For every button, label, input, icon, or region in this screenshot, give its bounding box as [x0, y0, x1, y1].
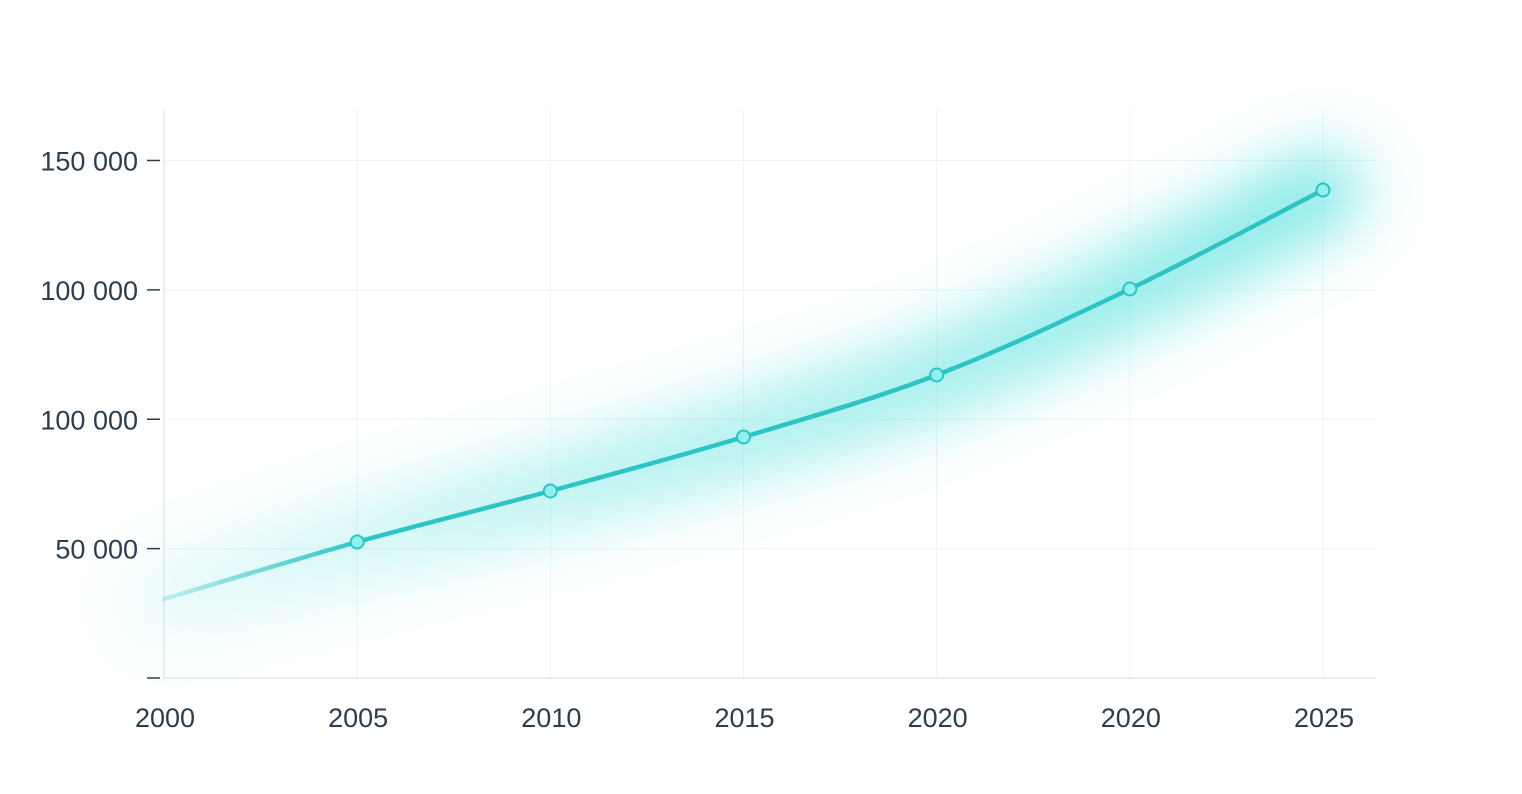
x-tick-label: 2000	[135, 703, 195, 733]
x-tick-label: 2015	[714, 703, 774, 733]
data-point-marker	[929, 367, 945, 383]
x-axis-ticks: 2000 2005 2010 2015 2020 2020 2025	[135, 703, 1354, 733]
data-point-marker	[1315, 182, 1331, 198]
x-tick-label: 2005	[328, 703, 388, 733]
data-point-marker	[736, 429, 751, 445]
data-point-marker	[349, 534, 365, 550]
x-tick-label: 2020	[908, 703, 968, 733]
x-tick-label: 2020	[1101, 703, 1161, 733]
y-tick-label: 50 000	[55, 535, 138, 565]
data-point-marker	[542, 483, 558, 499]
series-markers	[349, 182, 1331, 550]
y-tick-label: 100 000	[40, 405, 138, 435]
y-tick-label: 100 000	[40, 276, 138, 306]
y-tick-label: 150 000	[40, 147, 138, 177]
y-axis-ticks: 50 000 100 000 100 000 150 000	[40, 147, 160, 679]
data-point-marker	[1122, 281, 1138, 297]
x-tick-label: 2025	[1294, 703, 1354, 733]
grid-lines	[164, 110, 1376, 678]
x-tick-label: 2010	[521, 703, 581, 733]
